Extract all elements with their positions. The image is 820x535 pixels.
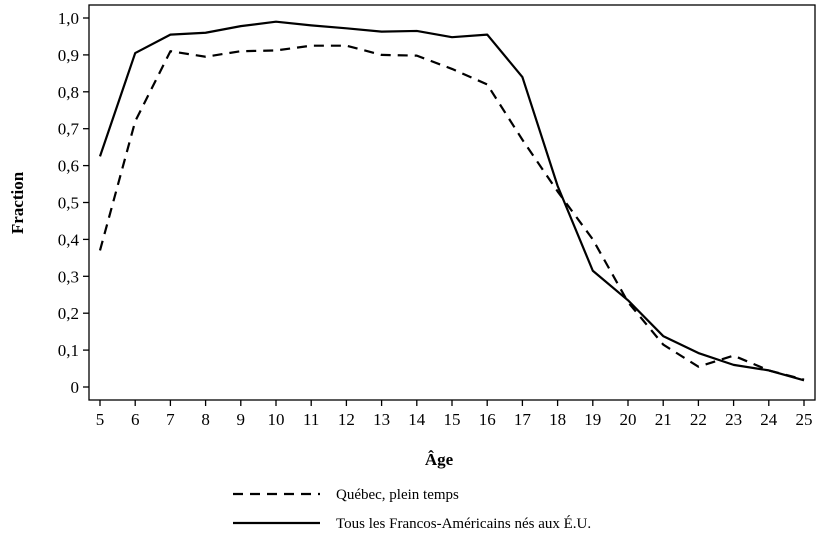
y-axis-title: Fraction [8, 171, 27, 234]
y-tick-label: 0,6 [58, 157, 79, 176]
x-tick-label: 14 [408, 410, 426, 429]
y-tick-label: 0,4 [58, 230, 80, 249]
legend: Québec, plein temps Tous les Francos-Amé… [233, 487, 591, 532]
x-tick-label: 5 [96, 410, 105, 429]
legend-label-franco-americains: Tous les Francos-Américains nés aux É.U. [336, 515, 591, 532]
x-tick-label: 19 [584, 410, 601, 429]
x-tick-label: 7 [166, 410, 175, 429]
y-axis: 0 0,1 0,2 0,3 0,4 0,5 0,6 0,7 0,8 0,9 1,0 [58, 9, 89, 397]
x-tick-label: 21 [655, 410, 672, 429]
x-tick-label: 25 [796, 410, 813, 429]
y-tick-label: 0,9 [58, 46, 79, 65]
y-tick-label: 0,3 [58, 267, 79, 286]
x-tick-label: 16 [479, 410, 496, 429]
series-line-franco-americains [98, 20, 805, 382]
y-tick-label: 0,7 [58, 120, 80, 139]
x-tick-label: 18 [549, 410, 566, 429]
x-tick-label: 10 [268, 410, 285, 429]
y-tick-label: 0,8 [58, 83, 79, 102]
x-tick-label: 6 [131, 410, 140, 429]
x-tick-label: 12 [338, 410, 355, 429]
x-tick-label: 17 [514, 410, 532, 429]
y-tick-label: 0,1 [58, 341, 79, 360]
y-tick-label: 1,0 [58, 9, 79, 28]
x-tick-label: 23 [725, 410, 742, 429]
y-tick-label: 0 [71, 378, 80, 397]
x-tick-label: 24 [760, 410, 778, 429]
legend-label-quebec: Québec, plein temps [336, 487, 459, 503]
x-tick-label: 22 [690, 410, 707, 429]
x-tick-label: 8 [201, 410, 210, 429]
series-layer [98, 20, 805, 382]
series-line-quebec [98, 44, 805, 381]
y-tick-label: 0,2 [58, 304, 79, 323]
y-tick-label: 0,5 [58, 194, 79, 213]
plot-frame [88, 4, 816, 401]
x-tick-label: 15 [444, 410, 461, 429]
x-tick-label: 20 [620, 410, 637, 429]
x-axis: 5 6 7 8 9 10 11 12 13 14 15 16 17 18 19 20 21 22 23 24 25 [96, 400, 813, 429]
x-tick-label: 9 [237, 410, 246, 429]
x-axis-title: Âge [425, 450, 454, 469]
x-tick-label: 11 [303, 410, 319, 429]
x-tick-label: 13 [373, 410, 390, 429]
